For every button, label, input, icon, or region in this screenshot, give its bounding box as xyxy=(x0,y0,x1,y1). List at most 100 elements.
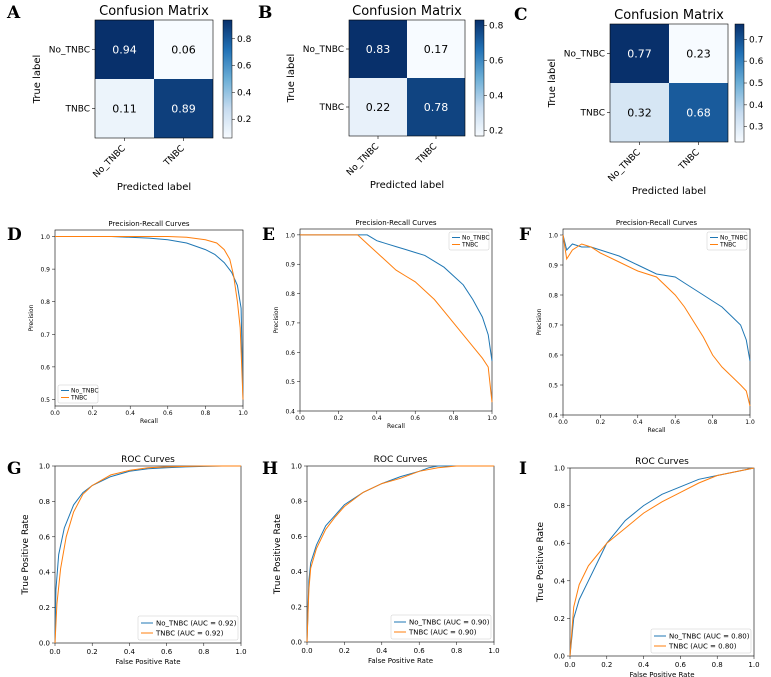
cm-xlabel: Predicted label xyxy=(632,186,706,197)
cm-cell-value: 0.23 xyxy=(686,48,711,61)
x-tick-label: 0.4 xyxy=(376,647,388,655)
cm-row-label: No_TNBC xyxy=(564,50,605,60)
y-tick-label: 1.0 xyxy=(285,232,295,239)
cm-title: Confusion Matrix xyxy=(614,8,724,23)
plot-frame xyxy=(306,465,495,643)
y-axis-label: True Positive Rate xyxy=(21,514,31,596)
cm-cell-value: 0.06 xyxy=(171,44,196,57)
panel-a: A Confusion Matrix 0.94 0.06 0.11 0.89 No_TNBC… xyxy=(6,3,252,193)
x-tick-label: 0.0 xyxy=(50,410,60,417)
x-tick-label: 0.6 xyxy=(410,415,420,422)
legend-label: No_TNBC xyxy=(720,235,748,242)
series-line-no-tnbc xyxy=(569,467,755,657)
plot-frame xyxy=(569,467,755,657)
cm-row-label: No_TNBC xyxy=(49,46,90,56)
y-axis-label: True Positive Rate xyxy=(536,521,546,603)
x-axis-label: False Positive Rate xyxy=(368,657,433,665)
y-tick-label: 0.9 xyxy=(548,263,558,270)
colorbar-tick-label: 0.4 xyxy=(489,92,504,102)
y-tick-label: 0.9 xyxy=(40,267,50,274)
panel-letter-i: I xyxy=(519,459,527,479)
x-axis-label: False Positive Rate xyxy=(115,658,180,666)
plot-frame xyxy=(54,229,244,407)
cm-cell xyxy=(669,24,728,83)
cm-row-label: TNBC xyxy=(64,105,90,115)
colorbar-tick-label: 0.4 xyxy=(237,88,252,98)
y-tick-label: 0.8 xyxy=(40,299,50,306)
x-tick-label: 1.0 xyxy=(238,410,248,417)
plot-frame xyxy=(299,228,493,412)
y-tick-label: 0.8 xyxy=(291,498,302,506)
x-tick-label: 0.2 xyxy=(339,647,350,655)
x-tick-label: 0.8 xyxy=(708,419,718,426)
panel-letter-h: H xyxy=(262,459,278,479)
y-tick-label: 0.4 xyxy=(291,568,303,576)
colorbar xyxy=(222,19,233,139)
y-tick-label: 0.6 xyxy=(39,533,51,541)
cm-cell-value: 0.17 xyxy=(424,43,449,56)
y-tick-label: 0.9 xyxy=(285,262,295,269)
y-axis-label: Precision xyxy=(28,304,35,331)
legend-box xyxy=(390,614,492,640)
cm-cell xyxy=(407,78,465,136)
cm-ylabel: True label xyxy=(32,55,43,105)
legend-box xyxy=(650,628,752,654)
cm-cell xyxy=(154,20,213,79)
cm-col-label: TNBC xyxy=(677,148,702,173)
series-line-tnbc xyxy=(562,234,751,407)
x-tick-label: 0.0 xyxy=(558,419,568,426)
cm-cell-value: 0.11 xyxy=(112,103,137,116)
plot-frame xyxy=(562,228,751,416)
panel-letter-g: G xyxy=(7,459,22,479)
cm-cell xyxy=(610,24,669,83)
y-tick-label: 0.6 xyxy=(548,353,558,360)
plot-title: Precision-Recall Curves xyxy=(108,220,190,228)
x-tick-label: 0.8 xyxy=(449,415,459,422)
colorbar-tick-label: 0.2 xyxy=(237,115,251,125)
series-line-tnbc xyxy=(55,236,244,400)
y-tick-label: 0.7 xyxy=(40,332,50,339)
panel-letter-e: E xyxy=(262,225,275,245)
panel-letter-b: B xyxy=(258,3,272,23)
series-line-no-tnbc xyxy=(300,234,493,362)
panel-h: H ROC Curves 0.0 0.2 0.4 0.6 0.8 1.0 0.0 0.2 0.4 0.… xyxy=(262,455,500,665)
legend-label: TNBC xyxy=(70,395,87,402)
colorbar-tick-label: 0.3 xyxy=(749,123,763,133)
cm-col-label: No_TNBC xyxy=(607,148,643,184)
y-tick-label: 0.6 xyxy=(285,350,295,357)
y-axis-label: Precision xyxy=(273,306,280,333)
x-tick-label: 0.6 xyxy=(670,419,680,426)
cm-cell-value: 0.68 xyxy=(686,107,711,120)
cm-col-label: TNBC xyxy=(414,142,439,167)
plot-title: ROC Curves xyxy=(121,455,175,465)
cm-col-label: No_TNBC xyxy=(92,144,128,180)
cm-col-label: No_TNBC xyxy=(345,142,381,178)
y-tick-label: 1.0 xyxy=(554,465,565,473)
legend-box xyxy=(57,384,99,404)
x-tick-label: 0.8 xyxy=(198,648,209,656)
x-axis-label: False Positive Rate xyxy=(629,671,694,677)
plot-frame xyxy=(54,465,242,644)
panel-letter-f: F xyxy=(519,225,531,245)
series-line-tnbc xyxy=(300,234,493,403)
y-tick-label: 0.8 xyxy=(285,291,295,298)
legend-label: TNBC xyxy=(719,242,736,249)
series-line-tnbc xyxy=(569,467,755,657)
colorbar-tick-label: 0.4 xyxy=(749,101,764,111)
legend-label: TNBC (AUC = 0.92) xyxy=(155,630,224,638)
y-tick-label: 0.4 xyxy=(285,409,295,416)
x-tick-label: 0.0 xyxy=(301,647,312,655)
panel-c: C Confusion Matrix 0.77 0.23 0.32 0.68 No_TNBC… xyxy=(514,5,764,197)
y-tick-label: 0.5 xyxy=(40,397,50,404)
y-tick-label: 0.0 xyxy=(554,653,565,661)
x-tick-label: 0.6 xyxy=(161,648,173,656)
y-tick-label: 0.6 xyxy=(40,364,50,371)
x-tick-label: 0.2 xyxy=(596,419,606,426)
legend-label: TNBC (AUC = 0.80) xyxy=(668,643,737,651)
series-line-tnbc xyxy=(306,465,494,643)
legend: No_TNBC (AUC = 0.80) TNBC (AUC = 0.80) xyxy=(650,628,752,654)
x-tick-label: 0.0 xyxy=(295,415,305,422)
panel-f: F Precision-Recall Curves 0.0 0.2 0.4 0.6 0.8 1… xyxy=(519,219,755,434)
panel-e: E Precision-Recall Curves 0.0 0.2 0.4 0.6 0.8 1… xyxy=(262,219,497,430)
